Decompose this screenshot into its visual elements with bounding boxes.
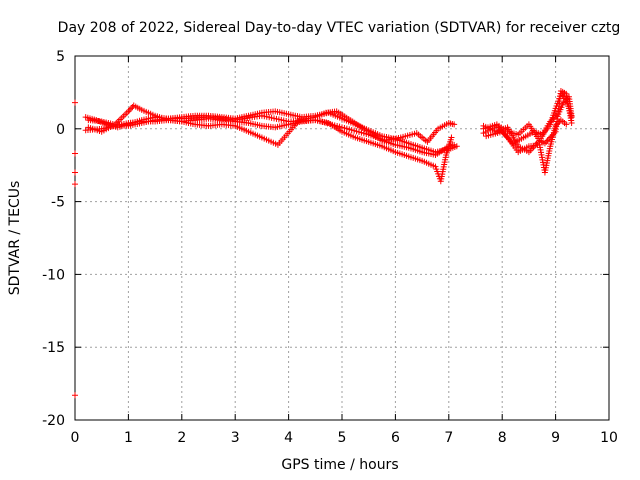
data-point <box>543 138 550 145</box>
x-tick-label: 2 <box>177 430 186 446</box>
y-tick-label: -20 <box>42 413 65 429</box>
data-point <box>568 119 575 126</box>
data-point <box>451 121 458 128</box>
data-points <box>72 87 575 399</box>
x-axis-label: GPS time / hours <box>281 457 398 473</box>
data-point <box>541 140 548 147</box>
data-point <box>549 131 556 138</box>
data-point <box>128 105 135 112</box>
y-tick-label: -5 <box>51 195 65 211</box>
x-tick-label: 4 <box>284 430 293 446</box>
y-tick-label: 5 <box>56 49 65 65</box>
data-point <box>563 96 570 103</box>
data-point-outlier <box>72 99 78 106</box>
chart-title: Day 208 of 2022, Sidereal Day-to-day VTE… <box>58 20 621 36</box>
x-tick-label: 1 <box>124 430 133 446</box>
data-point <box>545 135 552 142</box>
data-point <box>451 141 458 148</box>
data-point <box>551 130 558 137</box>
data-point <box>544 137 551 144</box>
axis-ticks: 0 1 2 3 4 5 6 7 8 9 10 5 0 -5 -10 -15 -20 <box>42 49 618 446</box>
x-tick-label: 3 <box>231 430 240 446</box>
x-tick-label: 8 <box>498 430 507 446</box>
data-point <box>126 106 133 113</box>
x-tick-label: 0 <box>71 430 80 446</box>
data-point-outlier <box>72 169 78 176</box>
x-tick-label: 7 <box>444 430 453 446</box>
data-point <box>547 134 554 141</box>
data-point-outlier <box>72 392 78 399</box>
data-point <box>453 143 460 150</box>
y-tick-label: -15 <box>42 340 65 356</box>
grid-lines <box>75 56 609 420</box>
data-point-outlier <box>72 181 78 188</box>
y-tick-label: -10 <box>42 267 65 283</box>
data-point <box>563 121 570 128</box>
y-axis-label: SDTVAR / TECUs <box>7 181 23 296</box>
data-point <box>448 134 455 141</box>
x-tick-label: 6 <box>391 430 400 446</box>
x-tick-label: 5 <box>338 430 347 446</box>
x-tick-label: 9 <box>551 430 560 446</box>
data-point <box>548 133 555 140</box>
data-point <box>125 108 132 115</box>
y-tick-label: 0 <box>56 122 65 138</box>
data-point <box>560 99 567 106</box>
data-point <box>568 112 575 119</box>
x-tick-label: 10 <box>600 430 618 446</box>
data-point-outlier <box>72 150 78 157</box>
